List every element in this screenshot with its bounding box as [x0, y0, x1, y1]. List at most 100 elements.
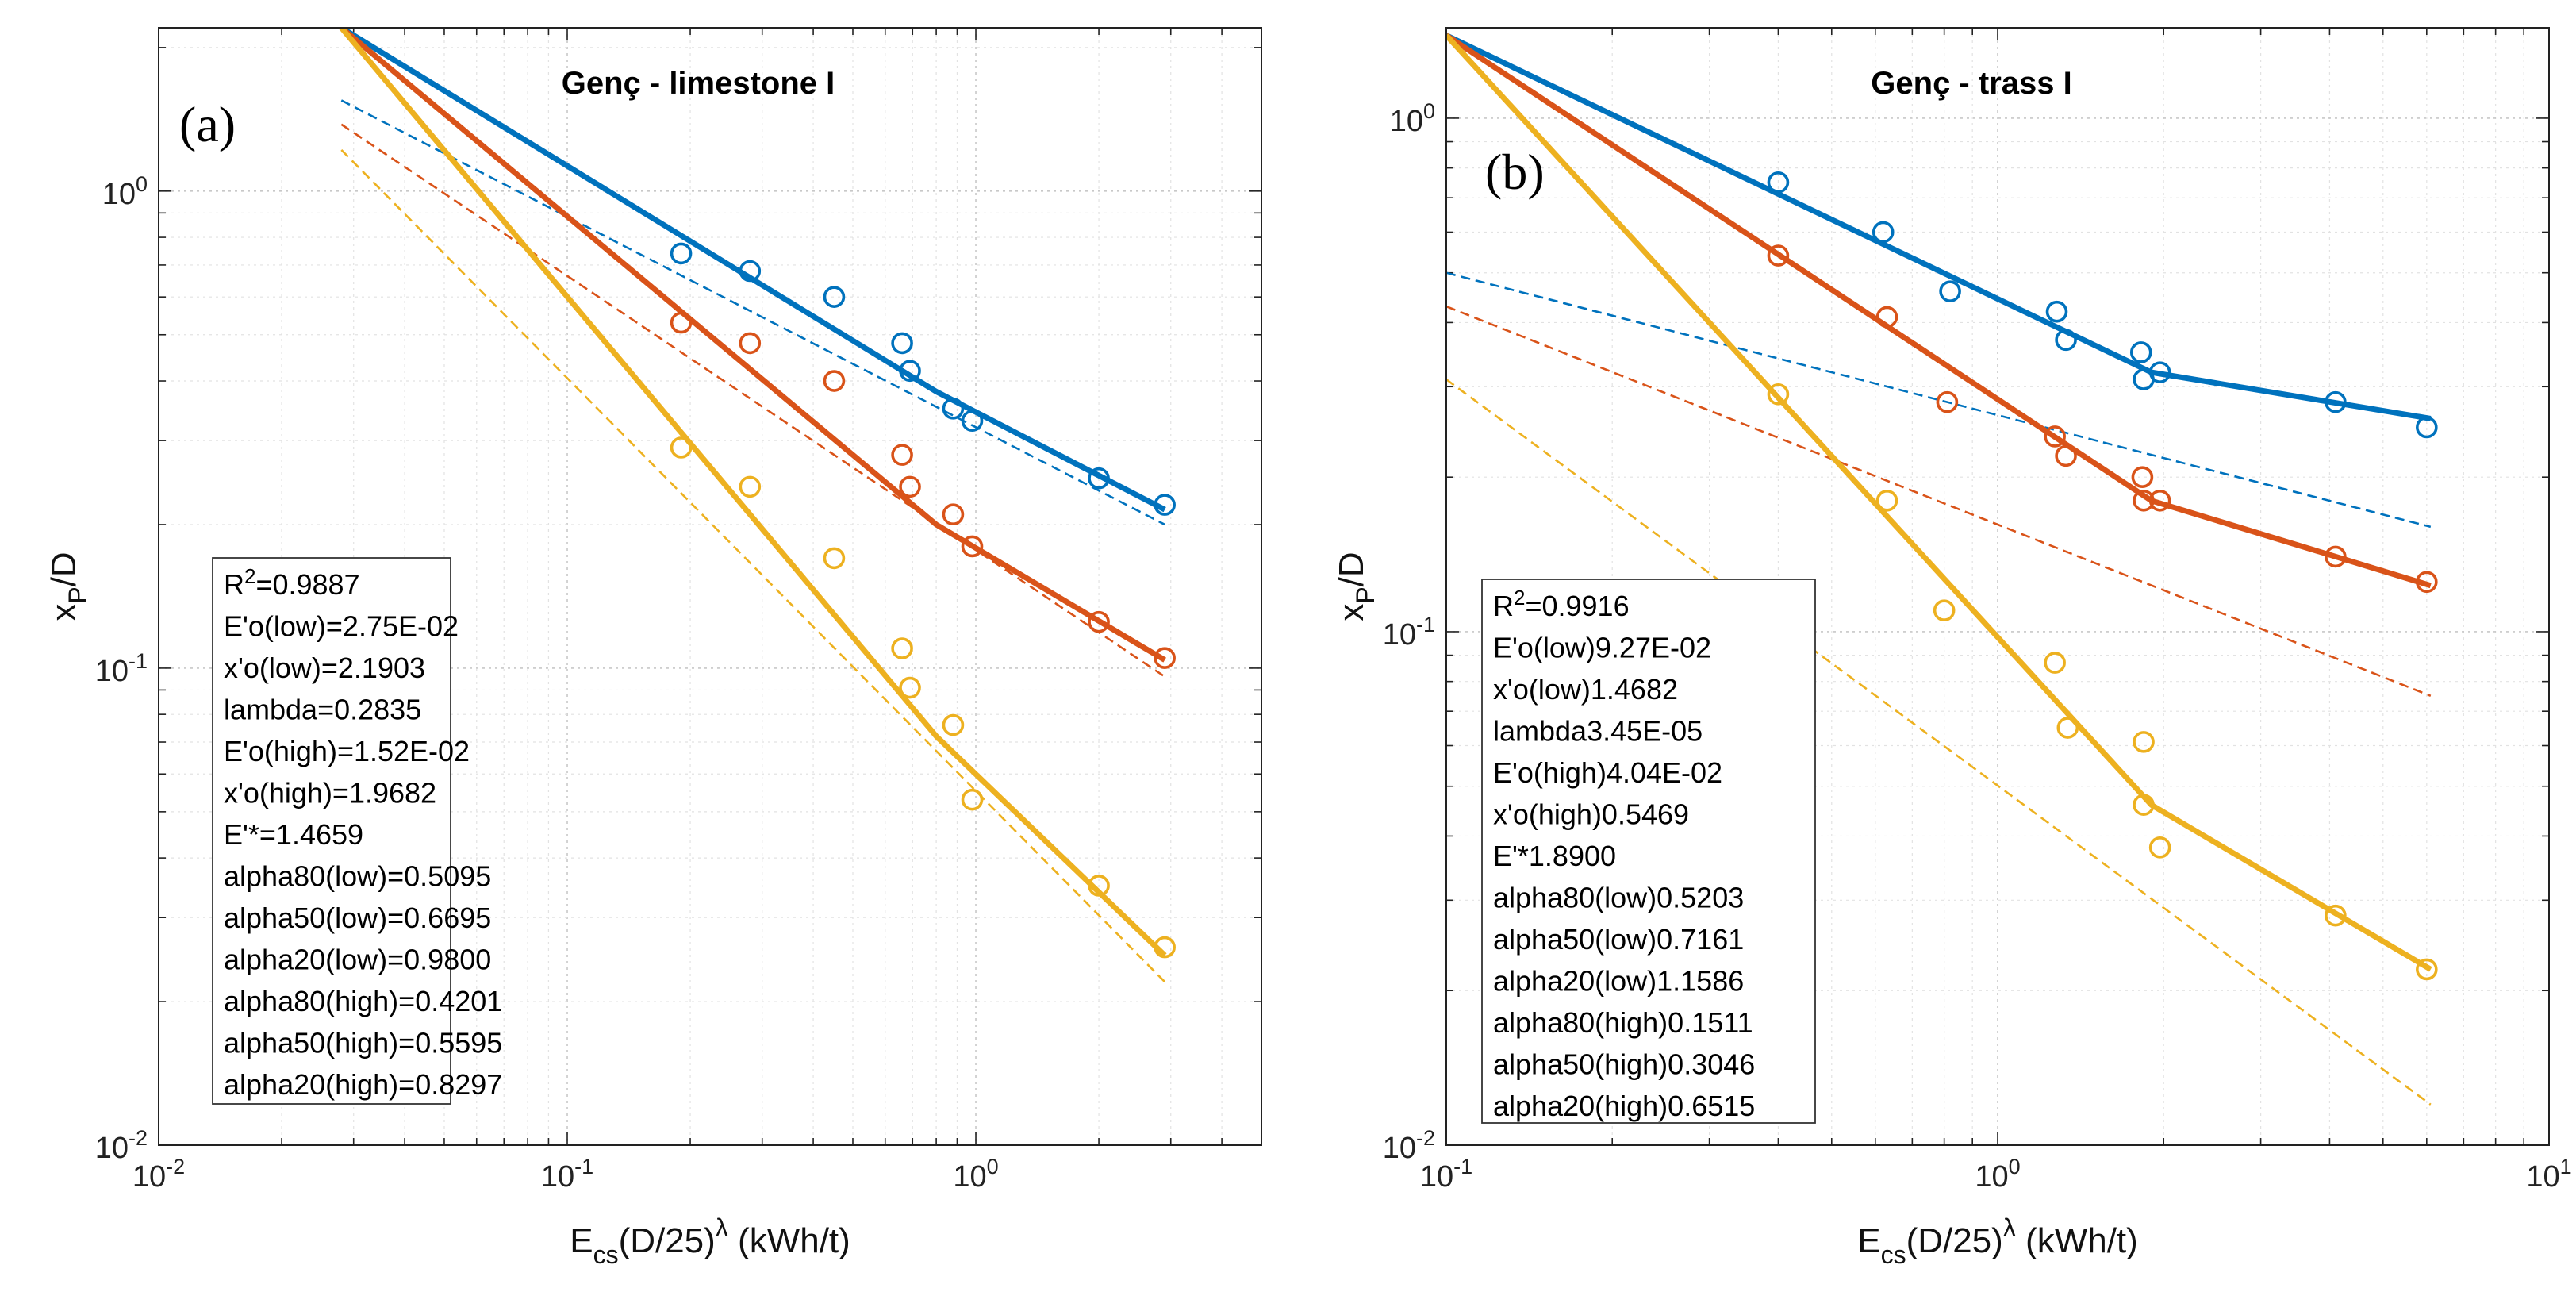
- data-point: [1088, 610, 1110, 633]
- data-point: [2055, 329, 2077, 352]
- stats-line: alpha20(high)0.6515: [1493, 1090, 1755, 1122]
- series-alpha80: [340, 28, 1176, 526]
- dashed-fit-line: [1446, 305, 2432, 698]
- data-point: [2056, 717, 2079, 739]
- stats-line: alpha80(low)=0.5095: [224, 860, 491, 893]
- x-tick-label: 10-1: [1420, 1155, 1472, 1194]
- data-point: [2325, 545, 2347, 568]
- data-point: [961, 410, 984, 433]
- panel-letter: (a): [179, 96, 236, 152]
- data-point: [899, 360, 921, 383]
- x-tick-label: 101: [2526, 1155, 2571, 1194]
- data-point: [2055, 444, 2077, 467]
- data-point: [1875, 489, 1898, 512]
- data-point: [942, 713, 965, 736]
- stats-line: alpha20(high)=0.8297: [224, 1068, 502, 1101]
- data-point: [899, 475, 921, 498]
- data-point: [1872, 221, 1895, 244]
- x-tick-label: 10-2: [132, 1155, 185, 1194]
- fit-line: [340, 28, 1166, 663]
- stats-line: E'o(high)=1.52E-02: [224, 735, 470, 767]
- x-tick-label: 100: [1975, 1155, 2020, 1194]
- stats-line: alpha50(low)0.7161: [1493, 923, 1744, 956]
- data-point: [899, 676, 921, 699]
- stats-box-frame: [212, 557, 451, 1105]
- y-axis-label: xP/D: [1332, 552, 1380, 621]
- grid: [158, 28, 1262, 1146]
- data-point: [739, 475, 762, 498]
- y-tick-label: 10-1: [95, 649, 148, 688]
- stats-line: x'o(high)=1.9682: [224, 777, 436, 809]
- data-point: [942, 398, 965, 420]
- stats-line: E'o(high)4.04E-02: [1493, 756, 1722, 789]
- data-point: [1154, 936, 1176, 959]
- data-point: [2133, 489, 2155, 512]
- stats-line: x'o(high)0.5469: [1493, 798, 1689, 831]
- data-point: [1767, 244, 1790, 267]
- data-point: [739, 332, 762, 355]
- data-point: [1088, 875, 1110, 897]
- data-point: [961, 535, 984, 558]
- x-axis-label: Ecs(D/25)λ (kWh/t): [1857, 1213, 2138, 1269]
- data-point: [823, 370, 846, 392]
- series-alpha20: [339, 28, 1176, 983]
- panel-letter: (b): [1485, 144, 1545, 200]
- stats-line: alpha20(low)1.1586: [1493, 965, 1744, 998]
- stats-line: lambda=0.2835: [224, 694, 421, 726]
- axes-frame: [1445, 27, 2550, 1146]
- data-point: [670, 242, 693, 265]
- data-point: [1936, 390, 1959, 413]
- fit-line: [340, 28, 1166, 513]
- data-point: [670, 311, 693, 334]
- data-point: [1088, 467, 1110, 490]
- data-point: [2129, 341, 2152, 363]
- stats-line: alpha50(low)=0.6695: [224, 902, 491, 934]
- data-point: [2133, 794, 2155, 816]
- series-alpha80: [1446, 33, 2438, 529]
- data-point: [2131, 466, 2154, 488]
- stats-line: alpha20(low)=0.9800: [224, 944, 491, 976]
- dashed-fit-line: [1446, 378, 2432, 1106]
- data-point: [2416, 571, 2438, 594]
- stats-box-frame: [1481, 579, 1816, 1124]
- stats-line: R2=0.9887: [224, 564, 360, 601]
- data-point: [2148, 361, 2171, 383]
- stats-line: alpha80(high)=0.4201: [224, 985, 502, 1017]
- y-tick-label: 10-2: [1383, 1126, 1435, 1165]
- stats-line: E'*=1.4659: [224, 818, 363, 851]
- stats-line: alpha50(high)0.3046: [1493, 1048, 1755, 1081]
- series-alpha20: [1446, 33, 2438, 1106]
- stats-line: x'o(low)=2.1903: [224, 652, 425, 684]
- data-point: [2044, 652, 2066, 674]
- data-point: [823, 286, 846, 308]
- data-point: [2325, 904, 2347, 927]
- stats-box: R2=0.9887 E'o(low)=2.75E-02 x'o(low)=2.190…: [212, 557, 502, 1105]
- data-point: [823, 547, 846, 570]
- data-point: [2133, 731, 2155, 753]
- data-point: [2045, 300, 2068, 323]
- data-point: [2148, 836, 2171, 859]
- stats-line: x'o(low)1.4682: [1493, 673, 1678, 706]
- panel-title: Genç - trass I: [1871, 66, 2071, 101]
- stats-line: E'*1.8900: [1493, 840, 1616, 872]
- data-point: [1933, 599, 1956, 621]
- data-point: [961, 788, 984, 811]
- data-point: [891, 444, 913, 466]
- series-layer: [339, 28, 1176, 983]
- data-point: [2148, 489, 2171, 512]
- y-tick-label: 10-2: [95, 1126, 148, 1165]
- data-point: [1767, 171, 1790, 194]
- data-point: [1154, 647, 1176, 669]
- y-axis-label: xP/D: [44, 552, 92, 621]
- data-point: [2044, 425, 2066, 448]
- stats-line: alpha80(low)0.5203: [1493, 882, 1744, 914]
- y-tick-label: 100: [102, 172, 148, 211]
- stats-line: alpha50(high)=0.5595: [224, 1027, 502, 1059]
- stats-line: lambda3.45E-05: [1493, 715, 1703, 748]
- data-point: [2416, 958, 2438, 981]
- data-point: [670, 436, 693, 459]
- series-alpha50: [340, 28, 1176, 678]
- panel-title: Genç - limestone I: [562, 66, 835, 101]
